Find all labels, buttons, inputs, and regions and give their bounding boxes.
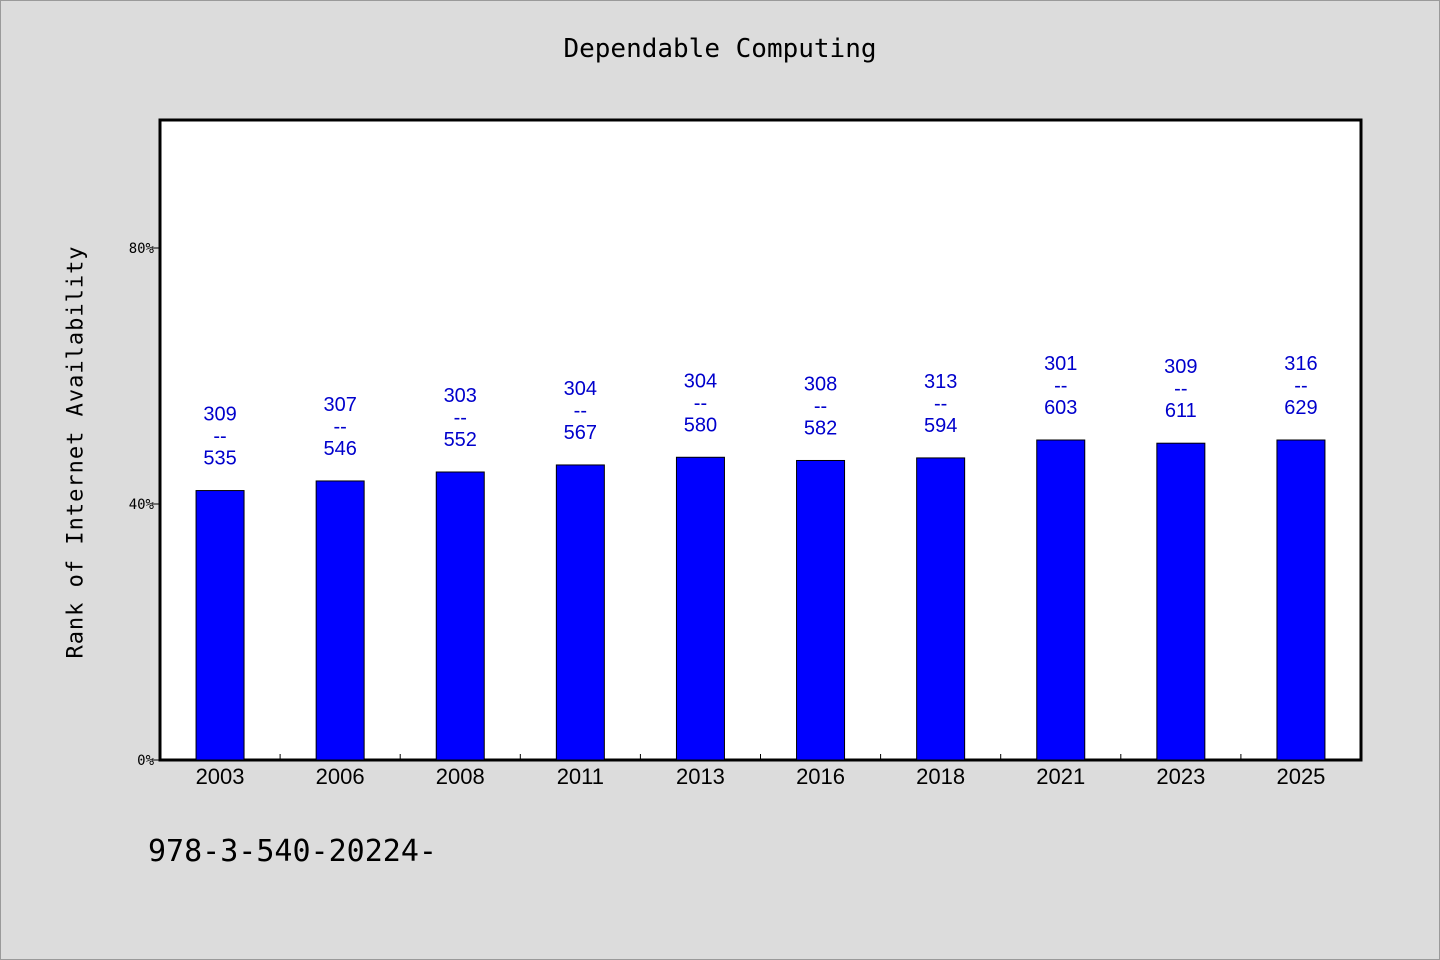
bar [1036, 439, 1086, 761]
x-tick-label: 2006 [316, 764, 365, 789]
data-label: 303 [444, 385, 477, 407]
bar [1156, 442, 1206, 761]
y-tick-label: 80% [129, 241, 155, 257]
data-label: 629 [1284, 397, 1317, 419]
bar [1276, 439, 1326, 761]
x-tick-label: 2023 [1156, 764, 1205, 789]
y-tick-label: 40% [129, 497, 155, 513]
x-tick-label: 2013 [676, 764, 725, 789]
x-tick-label: 2008 [436, 764, 485, 789]
data-label: -- [1054, 375, 1067, 397]
data-label: -- [934, 393, 947, 415]
bar [435, 471, 485, 761]
data-label: 580 [684, 414, 717, 436]
bar [916, 457, 966, 761]
data-label: 309 [1164, 356, 1197, 378]
data-label: 308 [804, 373, 837, 395]
bar [315, 480, 365, 761]
x-tick-label: 2025 [1276, 764, 1325, 789]
data-label: 552 [444, 429, 477, 451]
bar [555, 464, 605, 761]
data-label: 546 [323, 438, 356, 460]
data-label: 304 [564, 378, 597, 400]
bar [195, 490, 245, 761]
data-label: 301 [1044, 353, 1077, 375]
x-tick-label: 2016 [796, 764, 845, 789]
data-label: -- [213, 426, 226, 448]
chart-title: Dependable Computing [563, 34, 877, 64]
x-tick-label: 2003 [196, 764, 245, 789]
data-label: 603 [1044, 397, 1077, 419]
x-tick-label: 2018 [916, 764, 965, 789]
footnote-text: 978-3-540-20224- [148, 834, 437, 869]
data-label: 611 [1165, 400, 1197, 422]
data-label: -- [1174, 378, 1187, 400]
data-label: 307 [323, 394, 356, 416]
bar [796, 459, 846, 761]
data-label: -- [454, 407, 467, 429]
data-label: 309 [203, 404, 236, 426]
x-tick-label: 2021 [1036, 764, 1085, 789]
data-label: -- [814, 395, 827, 417]
data-label: -- [1294, 375, 1307, 397]
data-label: -- [333, 416, 346, 438]
data-label: -- [694, 392, 707, 414]
x-tick-label: 2011 [557, 764, 604, 789]
data-label: 304 [684, 370, 717, 392]
data-label: 567 [564, 422, 597, 444]
data-label: 535 [203, 448, 236, 470]
data-label: 582 [804, 417, 837, 439]
data-label: 316 [1284, 353, 1317, 375]
bar [675, 456, 725, 761]
data-label: 313 [924, 371, 957, 393]
data-label: -- [574, 400, 587, 422]
data-label: 594 [924, 415, 957, 437]
y-tick-label: 0% [137, 753, 154, 769]
